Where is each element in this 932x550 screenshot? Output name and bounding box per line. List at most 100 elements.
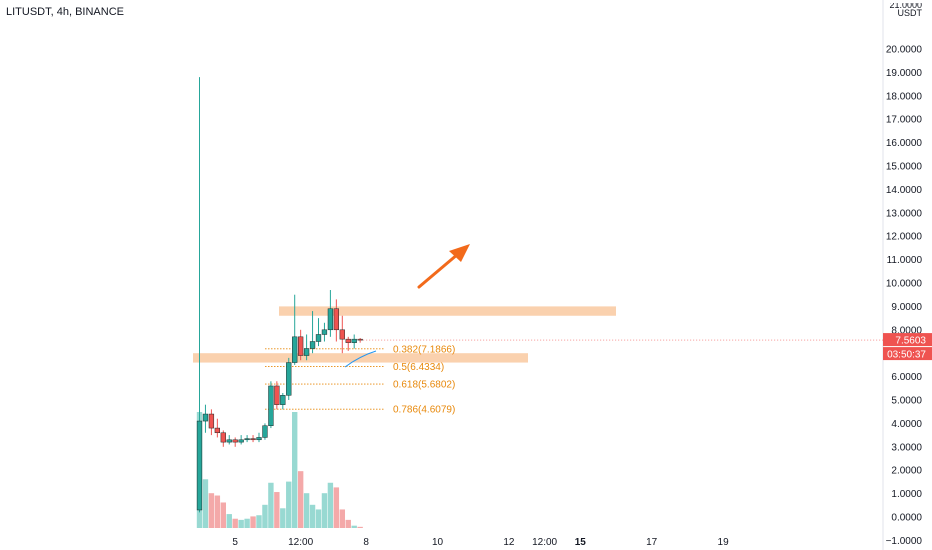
candle-body bbox=[333, 308, 340, 331]
y-tick-label: −1.0000 bbox=[886, 536, 923, 547]
volume-bar bbox=[208, 493, 215, 528]
y-tick-label: 6.0000 bbox=[891, 372, 922, 383]
volume-bar bbox=[202, 479, 209, 528]
bullish-arrow-shaft bbox=[417, 252, 460, 289]
volume-bar bbox=[256, 515, 262, 528]
y-tick-label: 8.0000 bbox=[891, 325, 922, 336]
candle-body bbox=[256, 437, 262, 441]
fib-level-label: 0.786(4.6079) bbox=[393, 405, 455, 416]
resistance-zone-1 bbox=[279, 306, 616, 316]
volume-bar bbox=[303, 493, 310, 528]
fib-level-label: 0.382(7.1866) bbox=[393, 344, 455, 355]
x-tick-label: 15 bbox=[575, 537, 587, 548]
y-axis: 20.0000 19.0000 18.0000 17.0000 16.0000 15.00… bbox=[886, 45, 923, 547]
y-tick-label: 2.0000 bbox=[891, 466, 922, 477]
y-tick-label: 18.0000 bbox=[886, 91, 923, 102]
candle-body bbox=[286, 362, 292, 396]
fib-layer: 0.382(7.1866) 0.5(6.4334) 0.618(5.6802) 0.7… bbox=[265, 344, 455, 416]
volume-bar bbox=[345, 519, 351, 528]
candle-body bbox=[292, 336, 298, 363]
volume-bar bbox=[292, 412, 298, 528]
currency-unit: USDT bbox=[897, 8, 923, 18]
volume-bar bbox=[214, 495, 221, 528]
volume-bar bbox=[315, 509, 322, 528]
x-tick-label: 12:00 bbox=[288, 537, 313, 548]
volume-bar bbox=[268, 482, 274, 528]
candle-body bbox=[208, 413, 215, 429]
x-tick-label: 12:00 bbox=[532, 537, 557, 548]
y-tick-label: 17.0000 bbox=[886, 115, 923, 126]
candle-body bbox=[220, 432, 226, 443]
volume-bar bbox=[357, 526, 363, 528]
candle-body bbox=[339, 329, 345, 340]
x-tick-label: 19 bbox=[718, 537, 730, 548]
countdown-badge bbox=[883, 347, 932, 361]
candle-body bbox=[274, 385, 280, 405]
volume-bar bbox=[220, 502, 226, 528]
volume-bar bbox=[274, 492, 280, 528]
y-tick-label: 19.0000 bbox=[886, 68, 923, 79]
y-tick-label: 9.0000 bbox=[891, 302, 922, 313]
candle-body bbox=[315, 334, 322, 342]
volume-bar bbox=[286, 481, 292, 528]
y-tick-label: 20.0000 bbox=[886, 45, 923, 56]
volume-bar bbox=[309, 504, 316, 528]
y-tick-label: 1.0000 bbox=[891, 489, 922, 500]
volume-bar bbox=[262, 504, 268, 528]
y-tick-label: 14.0000 bbox=[886, 185, 923, 196]
x-axis: 5 12:00 8 10 12 12:00 15 17 19 bbox=[232, 537, 729, 548]
volume-bar bbox=[333, 487, 340, 528]
y-tick-label: 12.0000 bbox=[886, 232, 923, 243]
candle-body bbox=[196, 420, 203, 511]
y-tick-label: 0.0000 bbox=[891, 513, 922, 524]
candle-body bbox=[250, 438, 256, 441]
last-price-value: 7.5603 bbox=[895, 336, 926, 347]
candle-body bbox=[309, 341, 316, 349]
volume-bar bbox=[238, 519, 244, 528]
volume-bar bbox=[280, 508, 286, 528]
x-tick-label: 10 bbox=[432, 537, 444, 548]
candle-body bbox=[280, 395, 286, 405]
y-tick-label: 3.0000 bbox=[891, 442, 922, 453]
volume-bar bbox=[250, 516, 256, 528]
y-tick-label: 15.0000 bbox=[886, 162, 923, 173]
candle-body bbox=[303, 348, 310, 356]
countdown-value: 03:50:37 bbox=[887, 350, 926, 361]
candle-layer bbox=[196, 77, 363, 513]
candle-body bbox=[327, 308, 334, 331]
candle-body bbox=[262, 425, 268, 438]
candle-body bbox=[321, 329, 328, 335]
y-tick-label: 13.0000 bbox=[886, 208, 923, 219]
annotation-layer bbox=[344, 244, 470, 368]
volume-layer bbox=[196, 412, 363, 528]
y-tick-label: 4.0000 bbox=[891, 419, 922, 430]
volume-bar bbox=[339, 509, 345, 528]
fib-level-label: 0.5(6.4334) bbox=[393, 362, 444, 373]
bullish-arrow-head bbox=[449, 244, 470, 262]
candle-body bbox=[214, 427, 220, 434]
fib-level-label: 0.618(5.6802) bbox=[393, 380, 455, 391]
y-tick-label: 10.0000 bbox=[886, 279, 923, 290]
candle-body bbox=[238, 439, 244, 443]
volume-bar bbox=[226, 514, 232, 528]
y-tick-label: 16.0000 bbox=[886, 138, 923, 149]
volume-bar bbox=[327, 482, 334, 528]
volume-bar bbox=[297, 471, 304, 528]
y-tick-label: 11.0000 bbox=[887, 255, 923, 266]
volume-bar bbox=[351, 525, 357, 528]
volume-bar bbox=[232, 518, 238, 528]
candle-body bbox=[226, 439, 232, 443]
symbol-title: LITUSDT, 4h, BINANCE bbox=[6, 6, 124, 18]
y-tick-label: 5.0000 bbox=[891, 396, 922, 407]
y-axis-partial-top: 21.0000 bbox=[889, 3, 922, 8]
badge-layer: 7.5603 03:50:37 bbox=[360, 333, 932, 361]
currency-label: 21.0000 USDT bbox=[889, 3, 922, 18]
candle-body bbox=[244, 438, 250, 441]
candle-body bbox=[345, 338, 351, 343]
candle-body bbox=[268, 385, 274, 426]
trend-line bbox=[344, 350, 377, 368]
x-tick-label: 12 bbox=[503, 537, 515, 548]
volume-bar bbox=[321, 493, 328, 528]
